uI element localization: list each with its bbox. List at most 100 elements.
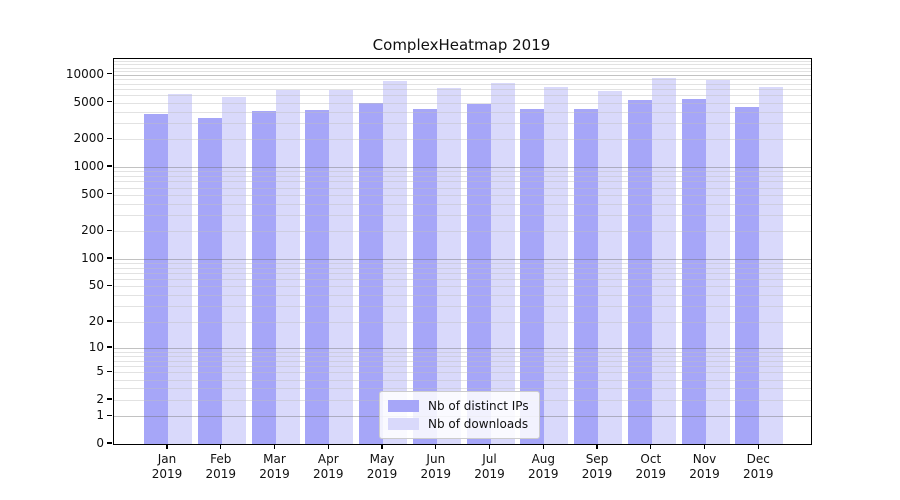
y-tick-label-10000: 10000 [65, 66, 104, 81]
x-tick-nov [703, 444, 706, 450]
gridline-1000 [114, 167, 811, 169]
gridline-7 [114, 360, 811, 362]
gridline-14000 [114, 61, 811, 63]
bar-distinct-ips-jan [144, 114, 168, 444]
bar-downloads-may [383, 81, 407, 444]
gridline-90 [114, 263, 811, 265]
y-tick-label-5: 5 [96, 364, 104, 379]
bar-distinct-ips-jul [466, 104, 491, 444]
gridline-80 [114, 267, 811, 269]
y-tick-label-50: 50 [88, 278, 104, 293]
bar-distinct-ips-apr [305, 109, 330, 444]
bar-distinct-ips-sep [574, 109, 598, 444]
gridline-6000 [114, 95, 811, 97]
y-tick-label-100: 100 [81, 251, 104, 265]
legend-item-distinct-ips: Nb of distinct IPs [388, 397, 529, 415]
legend-swatch-distinct-ips-icon [388, 400, 419, 412]
y-tick-5 [107, 370, 112, 372]
gridline-700 [114, 181, 811, 183]
gridline-9 [114, 351, 811, 353]
y-tick-label-1000: 1000 [73, 159, 104, 174]
x-tick-aug [542, 444, 544, 450]
bar-downloads-jun [436, 88, 461, 444]
gridline-60 [114, 279, 811, 281]
y-tick-label-20: 20 [88, 314, 104, 328]
gridline-3000 [114, 123, 811, 124]
y-tick-label-5000: 5000 [73, 94, 104, 109]
chart-title: ComplexHeatmap 2019 [372, 36, 551, 54]
gridline-7000 [114, 89, 811, 91]
bar-downloads-mar [275, 90, 300, 444]
bar-downloads-feb [221, 97, 246, 444]
gridline-300 [114, 215, 811, 217]
gridline-10 [114, 347, 811, 349]
y-tick-1 [107, 414, 112, 416]
legend-item-downloads: Nb of downloads [388, 415, 529, 433]
y-tick-20 [107, 320, 112, 322]
y-tick-label-2000: 2000 [73, 131, 104, 146]
gridline-5 [114, 372, 811, 374]
x-tick-label-nov: Nov 2019 [689, 452, 720, 481]
gridline-4000 [114, 111, 811, 113]
y-tick-2 [107, 398, 112, 400]
bar-distinct-ips-dec [735, 106, 760, 444]
gridline-900 [114, 171, 811, 173]
y-tick-500 [107, 193, 112, 195]
gridline-10000 [114, 74, 811, 76]
gridline-500 [114, 194, 811, 196]
x-tick-label-jun: Jun 2019 [420, 452, 452, 481]
y-tick-label-500: 500 [81, 186, 104, 201]
gridline-8 [114, 355, 811, 357]
legend: Nb of distinct IPs Nb of downloads [379, 391, 540, 439]
bar-distinct-ips-aug [520, 109, 545, 444]
y-tick-label-200: 200 [81, 223, 104, 238]
gridline-40 [114, 295, 811, 297]
x-tick-jul [488, 444, 491, 450]
x-tick-mar [273, 444, 276, 450]
gridline-2000 [114, 139, 811, 141]
gridline-30 [114, 306, 811, 308]
y-tick-200 [107, 229, 112, 232]
gridline-5000 [114, 102, 811, 104]
y-tick-label-10: 10 [88, 339, 104, 354]
bar-downloads-oct [651, 78, 676, 444]
gridline-800 [114, 176, 811, 177]
gridline-12000 [114, 67, 811, 69]
y-tick-2000 [107, 137, 112, 139]
bar-distinct-ips-jun [412, 108, 437, 444]
x-tick-label-sep: Sep 2019 [581, 452, 613, 481]
y-tick-0 [107, 442, 112, 444]
y-tick-50 [107, 284, 112, 287]
gridline-6 [114, 366, 811, 367]
y-tick-label-2: 2 [96, 392, 104, 406]
plot-area: Nb of distinct IPs Nb of downloads [113, 58, 812, 445]
x-tick-jun [435, 444, 437, 450]
x-tick-may [381, 444, 383, 450]
bar-distinct-ips-mar [251, 110, 276, 444]
gridline-50 [114, 286, 811, 288]
bar-downloads-jan [168, 94, 192, 444]
gridline-20 [114, 322, 811, 323]
bar-downloads-apr [329, 90, 354, 444]
x-tick-label-aug: Aug 2019 [528, 452, 559, 481]
bar-downloads-dec [759, 87, 784, 444]
y-tick-10000 [107, 73, 112, 75]
bar-distinct-ips-may [359, 103, 383, 444]
bar-downloads-aug [544, 87, 569, 444]
x-tick-label-feb: Feb 2019 [205, 452, 237, 481]
y-tick-label-0: 0 [96, 436, 104, 450]
gridline-3 [114, 388, 811, 390]
x-tick-label-dec: Dec 2019 [743, 452, 774, 481]
bar-distinct-ips-nov [681, 99, 706, 444]
x-tick-label-oct: Oct 2019 [635, 452, 667, 481]
gridline-13000 [114, 64, 811, 66]
y-tick-10 [107, 346, 112, 348]
gridline-70 [114, 273, 811, 275]
legend-label-distinct-ips: Nb of distinct IPs [428, 399, 529, 413]
gridline-11000 [114, 71, 811, 72]
legend-swatch-downloads-icon [388, 418, 419, 430]
bar-downloads-jul [490, 83, 515, 444]
y-tick-5000 [107, 100, 112, 103]
bar-distinct-ips-feb [197, 118, 222, 444]
